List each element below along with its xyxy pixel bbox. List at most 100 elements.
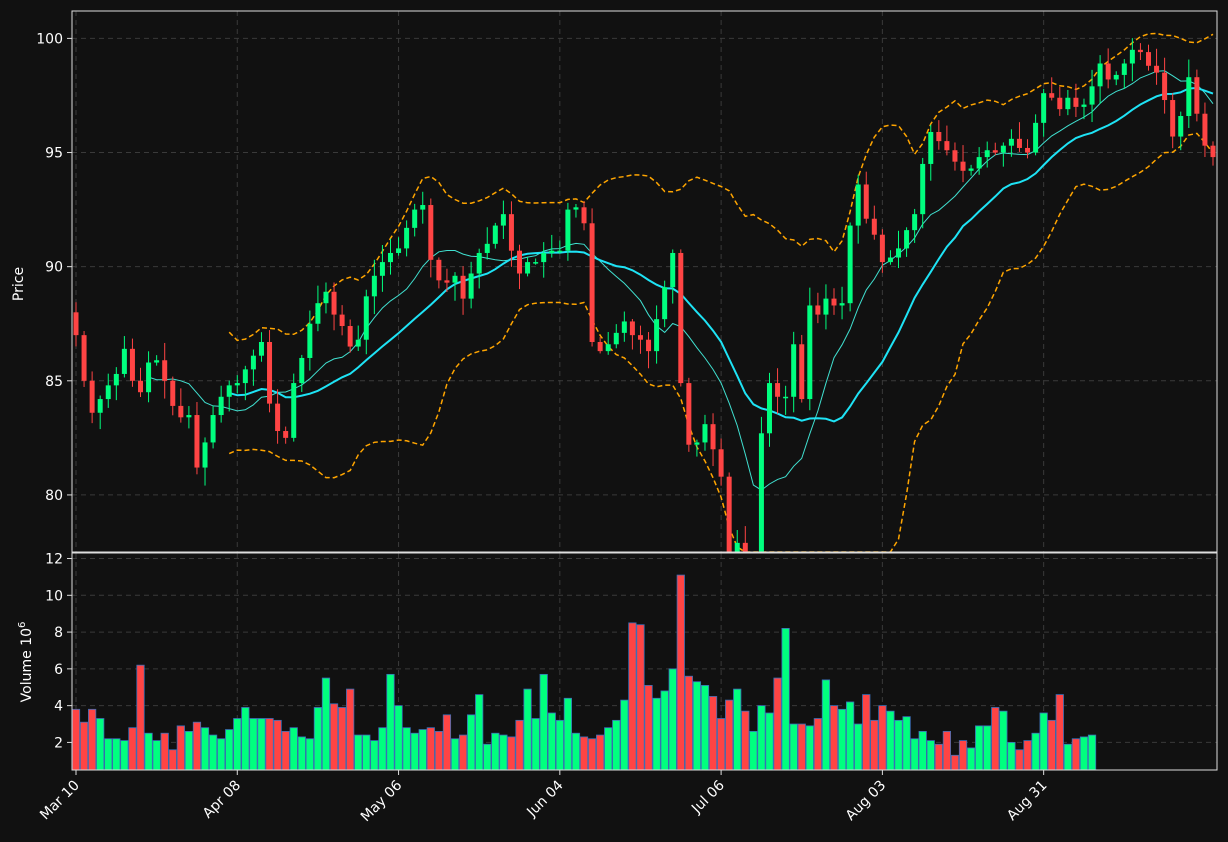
- volume-bar: [733, 688, 742, 771]
- volume-bar: [773, 677, 782, 771]
- volume-bar: [305, 738, 314, 771]
- candle-body: [710, 424, 716, 450]
- volume-bar: [942, 730, 952, 771]
- candle-body: [831, 298, 837, 306]
- candle-body: [105, 385, 111, 400]
- candle-body: [1016, 138, 1022, 148]
- price-y-tick-label: 90: [45, 260, 63, 276]
- volume-y-tick-label: 4: [54, 699, 63, 715]
- candle-body: [138, 380, 144, 393]
- volume-bar: [781, 627, 790, 771]
- volume-bar: [878, 705, 887, 771]
- candle-body: [613, 332, 619, 345]
- volume-bar: [821, 679, 831, 771]
- candle-body: [944, 141, 950, 151]
- candle-body: [283, 431, 289, 438]
- volume-bar: [612, 719, 621, 771]
- candle-body: [871, 218, 877, 235]
- candle-body: [1170, 100, 1176, 137]
- candle-body: [347, 326, 353, 347]
- volume-bar: [539, 673, 548, 771]
- candle-body: [1137, 49, 1143, 53]
- volume-bar: [152, 740, 161, 771]
- volume-bar: [200, 727, 210, 771]
- candle-body: [291, 383, 297, 438]
- candle-body: [605, 344, 611, 352]
- candle-body: [799, 344, 805, 400]
- candle-body: [807, 305, 813, 400]
- volume-bar: [337, 707, 347, 771]
- volume-bar: [96, 718, 105, 771]
- candle-body: [646, 339, 652, 352]
- candle-body: [170, 380, 176, 406]
- volume-bar: [394, 705, 403, 771]
- candle-body: [73, 312, 79, 336]
- volume-bar: [910, 738, 919, 771]
- volume-bar: [620, 699, 629, 771]
- volume-bar: [805, 725, 814, 771]
- ma-long-line: [228, 86, 1214, 423]
- volume-bar: [652, 697, 661, 771]
- volume-bar: [668, 668, 677, 771]
- volume-bar: [757, 705, 766, 771]
- candle-body: [299, 357, 305, 384]
- candle-body: [202, 442, 208, 468]
- volume-bar: [297, 736, 306, 771]
- volume-bar: [555, 719, 564, 771]
- bollinger-bands: [228, 32, 1214, 553]
- candle-body: [629, 321, 635, 336]
- volume-y-tick-label: 6: [54, 662, 63, 678]
- candle-body: [146, 362, 152, 393]
- volume-bar: [684, 675, 693, 771]
- volume-bar: [233, 718, 242, 771]
- volume-bar: [1087, 734, 1097, 771]
- volume-bar: [88, 708, 97, 771]
- candle-body: [113, 373, 119, 386]
- candle-body: [412, 209, 418, 228]
- volume-bar: [854, 723, 863, 771]
- volume-bar: [1079, 736, 1089, 771]
- volume-y-tick-label: 10: [45, 588, 63, 604]
- volume-y-tick-label: 12: [45, 552, 63, 568]
- volume-bar: [547, 712, 556, 771]
- volume-bar: [442, 714, 452, 771]
- volume-bar: [894, 719, 903, 771]
- candle-body: [339, 314, 345, 327]
- price-y-tick-label: 85: [45, 374, 63, 390]
- candle-body: [307, 323, 313, 358]
- bollinger-upper-line: [228, 32, 1214, 342]
- candle-body: [404, 227, 410, 249]
- volume-bar: [644, 685, 653, 771]
- volume-bar: [79, 721, 89, 771]
- candle-body: [694, 442, 700, 445]
- candle-body: [726, 476, 732, 552]
- volume-bar: [1047, 719, 1056, 771]
- volume-bar: [515, 719, 524, 771]
- candle-body: [355, 339, 361, 347]
- candle-body: [492, 225, 498, 244]
- volume-bar: [491, 732, 500, 771]
- candle-body: [444, 280, 450, 283]
- volume-bar: [136, 664, 145, 771]
- volume-bar: [813, 718, 822, 771]
- candle-body: [766, 383, 772, 434]
- volume-bar: [749, 730, 758, 771]
- candle-body: [670, 252, 676, 288]
- candle-body: [887, 257, 893, 263]
- candle-body: [847, 225, 853, 304]
- volume-bar: [692, 681, 702, 771]
- candle-body: [452, 275, 458, 283]
- volume-bar: [1015, 749, 1024, 771]
- candle-body: [896, 248, 902, 258]
- candlesticks: [73, 38, 1216, 554]
- volume-bar: [160, 732, 169, 771]
- candle-body: [734, 542, 740, 552]
- candle-body: [742, 542, 748, 552]
- candle-body: [549, 250, 555, 253]
- volume-bar: [410, 732, 419, 771]
- candle-body: [839, 303, 845, 306]
- candle-body: [621, 321, 627, 333]
- candle-body: [331, 291, 337, 315]
- volume-bar: [563, 697, 573, 771]
